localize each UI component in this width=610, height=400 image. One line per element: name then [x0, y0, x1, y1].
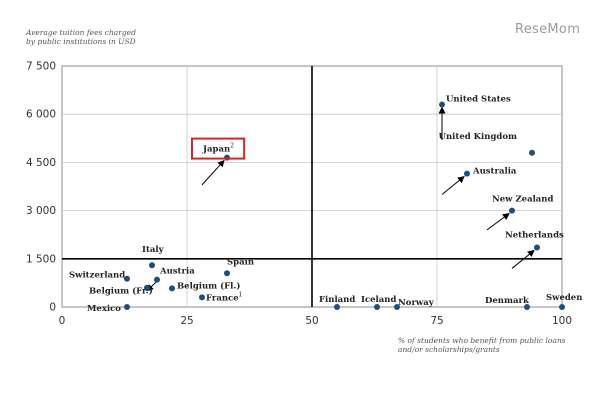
label-norway: Norway — [398, 298, 435, 308]
point-australia — [464, 170, 470, 177]
point-switzerland — [124, 275, 130, 282]
arrow-australia — [441, 176, 465, 195]
point-belgium-fl — [169, 285, 175, 292]
x-axis-label-line-1: % of students who benefit from public lo… — [398, 336, 566, 345]
label-austria: Austria — [159, 267, 195, 277]
label-switzerland: Switzerland — [69, 271, 125, 281]
x-tick-label: 75 — [430, 315, 443, 327]
arrows — [146, 106, 535, 292]
point-mexico — [124, 304, 130, 310]
watermark-logo: ReseMom — [515, 22, 581, 37]
label-spain: Spain — [227, 257, 254, 267]
point-finland — [334, 304, 340, 310]
y-tick-label: 0 — [49, 302, 56, 314]
label-netherlands: Netherlands — [505, 231, 564, 241]
label-superscript: 1 — [239, 291, 243, 298]
point-iceland — [374, 304, 380, 310]
label-france: France1 — [206, 291, 242, 303]
point-united-kingdom — [529, 149, 535, 156]
arrow-new-zealand — [486, 213, 510, 231]
y-tick-label: 3 000 — [26, 205, 56, 217]
label-italy: Italy — [142, 245, 165, 255]
y-tick-label: 6 000 — [26, 109, 56, 121]
x-tick-label: 25 — [180, 315, 193, 327]
label-japan: Japan2 — [202, 143, 234, 155]
y-axis-label-line-2: by public institutions in USD — [26, 37, 136, 46]
y-axis-label: Average tuition fees charged by public i… — [26, 28, 226, 46]
point-netherlands — [534, 244, 540, 251]
y-axis-label-line-1: Average tuition fees charged — [26, 28, 136, 37]
label-belgium-fl: Belgium (Fl.) — [177, 280, 240, 291]
label-iceland: Iceland — [361, 295, 396, 305]
x-tick-label: 50 — [305, 315, 318, 327]
label-finland: Finland — [319, 295, 355, 305]
x-tick-label: 100 — [552, 315, 572, 327]
x-axis-label: % of students who benefit from public lo… — [398, 336, 588, 354]
label-united-kingdom: United Kingdom — [439, 132, 517, 142]
arrow-japan — [201, 159, 225, 186]
label-sweden: Sweden — [546, 293, 582, 303]
axes: 0 1 500 3 000 4 500 6 000 7 500 0 25 50 75 100 — [26, 61, 572, 328]
label-mexico: Mexico — [87, 304, 121, 314]
point-denmark — [524, 304, 530, 310]
point-spain — [224, 270, 230, 277]
point-sweden — [559, 304, 565, 310]
point-france — [199, 294, 205, 301]
y-tick-label: 7 500 — [26, 61, 56, 73]
point-norway — [394, 304, 400, 310]
label-united-states: United States — [446, 95, 511, 105]
label-superscript: 2 — [230, 143, 234, 150]
x-tick-label: 0 — [59, 315, 66, 327]
y-tick-label: 1 500 — [26, 253, 56, 265]
point-united-states — [439, 101, 445, 108]
label-australia: Australia — [472, 167, 517, 177]
highlight-box-japan — [191, 137, 246, 160]
x-axis-label-line-2: and/or scholarships/grants — [398, 345, 500, 354]
point-belgium-fr — [144, 284, 150, 291]
point-italy — [149, 262, 155, 269]
point-new-zealand — [509, 207, 515, 214]
point-austria — [154, 276, 160, 283]
label-denmark: Denmark — [485, 296, 530, 306]
label-new-zealand: New Zealand — [492, 195, 553, 205]
label-belgium-fr: Belgium (Fr.) — [89, 286, 153, 297]
arrow-netherlands — [511, 249, 535, 269]
point-labels: United States United Kingdom Japan2 Austral… — [69, 95, 582, 314]
y-tick-label: 4 500 — [26, 157, 56, 169]
